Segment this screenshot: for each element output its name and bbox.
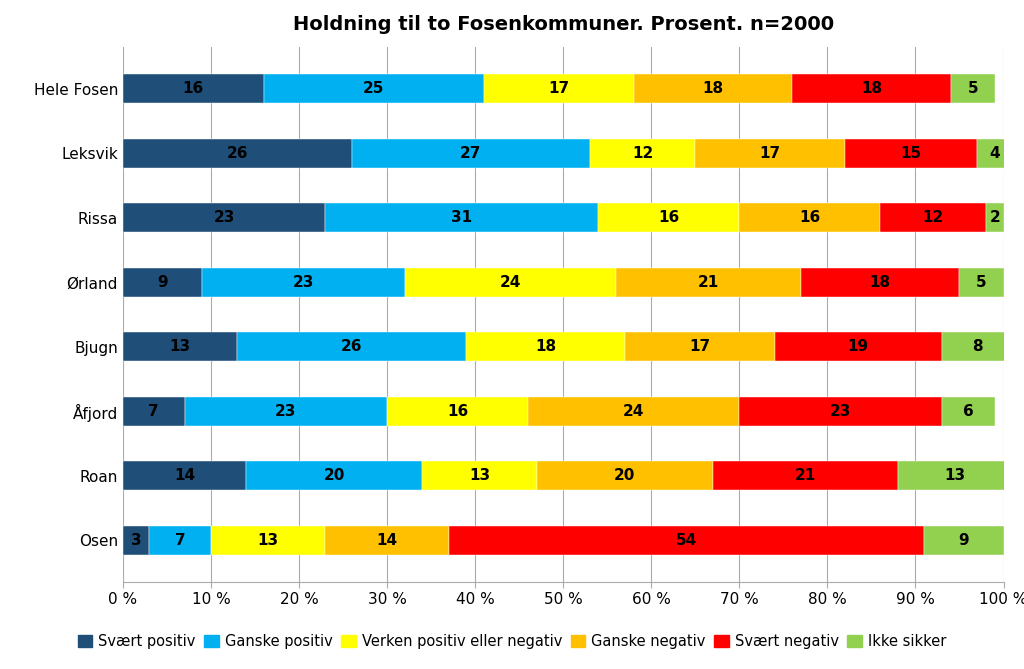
Text: 12: 12: [632, 146, 653, 161]
Text: 21: 21: [698, 275, 719, 290]
Bar: [695, 138, 845, 168]
Bar: [184, 397, 387, 425]
Bar: [150, 526, 211, 555]
Bar: [793, 74, 950, 103]
Text: 12: 12: [923, 210, 944, 225]
Bar: [123, 74, 264, 103]
Bar: [942, 332, 1013, 361]
Text: 20: 20: [614, 468, 636, 483]
Bar: [123, 268, 202, 296]
Bar: [801, 268, 959, 296]
Text: 4: 4: [989, 146, 1000, 161]
Text: 5: 5: [976, 275, 987, 290]
Bar: [123, 203, 326, 232]
Text: 23: 23: [829, 403, 851, 419]
Title: Holdning til to Fosenkommuner. Prosent. n=2000: Holdning til to Fosenkommuner. Prosent. …: [293, 15, 834, 34]
Bar: [713, 461, 898, 490]
Bar: [942, 397, 994, 425]
Bar: [881, 203, 986, 232]
Bar: [845, 138, 977, 168]
Text: 15: 15: [900, 146, 922, 161]
Bar: [404, 268, 616, 296]
Text: 14: 14: [174, 468, 196, 483]
Bar: [528, 397, 739, 425]
Bar: [352, 138, 590, 168]
Text: 24: 24: [500, 275, 521, 290]
Text: 3: 3: [131, 533, 141, 548]
Text: 14: 14: [377, 533, 397, 548]
Bar: [598, 203, 739, 232]
Bar: [959, 268, 1004, 296]
Bar: [123, 526, 150, 555]
Text: 25: 25: [364, 81, 385, 96]
Text: 6: 6: [963, 403, 974, 419]
Text: 23: 23: [213, 210, 234, 225]
Bar: [484, 74, 634, 103]
Text: 13: 13: [258, 533, 279, 548]
Bar: [123, 461, 246, 490]
Text: 13: 13: [469, 468, 490, 483]
Bar: [202, 268, 404, 296]
Text: 17: 17: [760, 146, 780, 161]
Bar: [986, 203, 1004, 232]
Bar: [264, 74, 484, 103]
Text: 18: 18: [869, 275, 891, 290]
Bar: [634, 74, 793, 103]
Bar: [123, 138, 352, 168]
Legend: Svært positiv, Ganske positiv, Verken positiv eller negativ, Ganske negativ, Svæ: Svært positiv, Ganske positiv, Verken po…: [72, 628, 952, 655]
Text: 27: 27: [460, 146, 481, 161]
Text: 26: 26: [226, 146, 248, 161]
Bar: [739, 203, 881, 232]
Text: 18: 18: [861, 81, 882, 96]
Bar: [449, 526, 925, 555]
Bar: [616, 268, 801, 296]
Text: 16: 16: [658, 210, 680, 225]
Text: 16: 16: [799, 210, 820, 225]
Bar: [625, 332, 774, 361]
Bar: [326, 203, 598, 232]
Bar: [925, 526, 1004, 555]
Bar: [238, 332, 466, 361]
Bar: [211, 526, 326, 555]
Text: 17: 17: [689, 339, 711, 354]
Text: 31: 31: [452, 210, 472, 225]
Bar: [422, 461, 537, 490]
Bar: [977, 138, 1013, 168]
Bar: [246, 461, 422, 490]
Text: 9: 9: [958, 533, 969, 548]
Bar: [590, 138, 695, 168]
Text: 18: 18: [535, 339, 556, 354]
Bar: [950, 74, 994, 103]
Text: 16: 16: [446, 403, 468, 419]
Bar: [123, 332, 238, 361]
Text: 7: 7: [148, 403, 159, 419]
Text: 20: 20: [324, 468, 345, 483]
Bar: [898, 461, 1013, 490]
Text: 16: 16: [182, 81, 204, 96]
Bar: [326, 526, 449, 555]
Text: 7: 7: [175, 533, 185, 548]
Text: 19: 19: [848, 339, 868, 354]
Bar: [739, 397, 942, 425]
Bar: [774, 332, 942, 361]
Text: 17: 17: [548, 81, 569, 96]
Text: 9: 9: [158, 275, 168, 290]
Text: 8: 8: [972, 339, 982, 354]
Text: 2: 2: [989, 210, 1000, 225]
Text: 5: 5: [968, 81, 978, 96]
Text: 24: 24: [623, 403, 644, 419]
Text: 13: 13: [944, 468, 966, 483]
Text: 21: 21: [795, 468, 816, 483]
Text: 26: 26: [341, 339, 362, 354]
Text: 23: 23: [275, 403, 297, 419]
Bar: [123, 397, 184, 425]
Text: 23: 23: [293, 275, 314, 290]
Text: 18: 18: [702, 81, 724, 96]
Bar: [387, 397, 528, 425]
Bar: [537, 461, 713, 490]
Text: 13: 13: [170, 339, 190, 354]
Text: 54: 54: [676, 533, 697, 548]
Bar: [466, 332, 625, 361]
